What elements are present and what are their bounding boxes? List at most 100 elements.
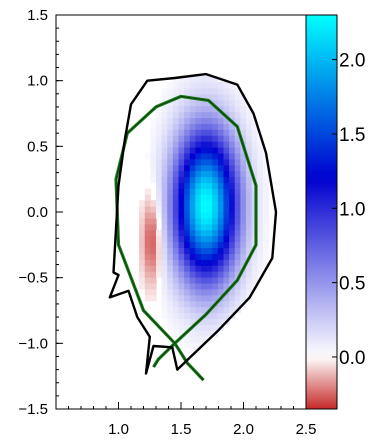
- heatmap-cell: [161, 241, 168, 249]
- heatmap-cell: [172, 129, 180, 136]
- heatmap-cell: [206, 288, 213, 296]
- heatmap-cell: [229, 194, 236, 201]
- heatmap-cell: [167, 93, 174, 101]
- heatmap-cell: [189, 158, 196, 166]
- heatmap-cell: [178, 117, 185, 124]
- heatmap-cell: [195, 152, 202, 160]
- heatmap-cell: [161, 282, 168, 290]
- heatmap-cell: [234, 135, 241, 142]
- heatmap-cell: [156, 182, 163, 189]
- heatmap-cell: [240, 135, 247, 142]
- heatmap-cell: [240, 105, 247, 113]
- heatmap-cell: [217, 105, 225, 113]
- heatmap-cell: [139, 259, 146, 266]
- heatmap-cell: [184, 200, 191, 207]
- heatmap-cell: [150, 135, 157, 142]
- heatmap-cell: [206, 111, 213, 119]
- heatmap-cell: [167, 223, 174, 231]
- heatmap-cell: [201, 241, 208, 249]
- heatmap-cell: [195, 105, 202, 113]
- heatmap-cell: [167, 111, 174, 119]
- heatmap-cell: [206, 146, 213, 154]
- heatmap-cell: [240, 271, 247, 278]
- heatmap-cell: [262, 217, 270, 225]
- heatmap-cell: [184, 206, 191, 213]
- heatmap-cell: [178, 282, 185, 290]
- heatmap-cell: [144, 206, 151, 213]
- heatmap-cell: [251, 164, 258, 172]
- heatmap-cell: [234, 206, 241, 213]
- heatmap-cell: [150, 247, 157, 254]
- heatmap-cell: [167, 176, 174, 184]
- heatmap-cell: [195, 229, 202, 237]
- heatmap-cell: [257, 158, 264, 166]
- heatmap-cell: [223, 259, 230, 266]
- heatmap-cell: [139, 223, 146, 231]
- heatmap-cell: [257, 164, 264, 172]
- heatmap-cell: [178, 306, 185, 314]
- heatmap-cell: [172, 235, 180, 243]
- heatmap-cell: [217, 247, 225, 254]
- heatmap-cell: [178, 241, 185, 249]
- heatmap-cell: [184, 235, 191, 243]
- heatmap-cell: [246, 223, 253, 231]
- heatmap-cell: [234, 158, 241, 166]
- y-tick-label: −0.5: [18, 270, 48, 287]
- colorbar-tick-label: 2.0: [339, 51, 365, 72]
- heatmap-cell: [172, 312, 180, 319]
- heatmap-cell: [206, 117, 213, 124]
- heatmap-cell: [212, 212, 219, 219]
- heatmap-cell: [212, 93, 219, 101]
- heatmap-cell: [223, 123, 230, 130]
- heatmap-cell: [217, 146, 225, 154]
- heatmap-cell: [229, 87, 236, 95]
- heatmap-cell: [195, 129, 202, 136]
- heatmap-cell: [156, 212, 163, 219]
- heatmap-cell: [172, 152, 180, 160]
- heatmap-cell: [223, 265, 230, 272]
- heatmap-cell: [189, 330, 196, 337]
- heatmap-cell: [189, 141, 196, 148]
- heatmap-cell: [212, 282, 219, 290]
- heatmap-cell: [229, 265, 236, 272]
- heatmap-cell: [206, 253, 213, 260]
- heatmap-cell: [217, 194, 225, 201]
- heatmap-cell: [217, 99, 225, 107]
- heatmap-cell: [167, 81, 174, 89]
- heatmap-cell: [234, 117, 241, 124]
- heatmap-cell: [189, 152, 196, 160]
- heatmap-cell: [212, 182, 219, 189]
- heatmap-cell: [212, 229, 219, 237]
- heatmap-cell: [217, 123, 225, 130]
- heatmap-cell: [195, 300, 202, 308]
- heatmap-cell: [184, 277, 191, 284]
- heatmap-cell: [223, 217, 230, 225]
- heatmap-cell: [150, 265, 157, 272]
- heatmap-cell: [195, 176, 202, 184]
- heatmap-cell: [172, 105, 180, 113]
- heatmap-cell: [206, 135, 213, 142]
- heatmap-cell: [178, 81, 185, 89]
- heatmap-cell: [172, 282, 180, 290]
- heatmap-cell: [217, 223, 225, 231]
- heatmap-cell: [240, 194, 247, 201]
- heatmap-cell: [201, 206, 208, 213]
- heatmap-cell: [240, 259, 247, 266]
- heatmap-cell: [178, 141, 185, 148]
- heatmap-cell: [189, 312, 196, 319]
- heatmap-cell: [184, 300, 191, 308]
- wall-boundary-line: [108, 72, 278, 375]
- heatmap-cell: [217, 212, 225, 219]
- heatmap-cell: [201, 123, 208, 130]
- heatmap-cell: [212, 259, 219, 266]
- heatmap-cell: [201, 330, 208, 337]
- heatmap-cell: [240, 223, 247, 231]
- heatmap-cell: [172, 87, 180, 95]
- heatmap-cell: [195, 212, 202, 219]
- heatmap-cell: [201, 170, 208, 178]
- heatmap-cell: [150, 117, 157, 124]
- heatmap-cell: [251, 135, 258, 142]
- heatmap-cell: [189, 253, 196, 260]
- heatmap-cell: [206, 105, 213, 113]
- heatmap-cell: [172, 324, 180, 331]
